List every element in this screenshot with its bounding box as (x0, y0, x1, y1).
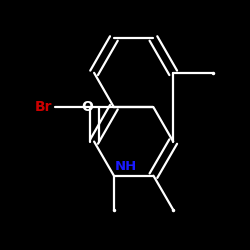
Text: O: O (81, 100, 93, 114)
Text: Br: Br (34, 100, 52, 114)
Text: NH: NH (115, 160, 137, 173)
